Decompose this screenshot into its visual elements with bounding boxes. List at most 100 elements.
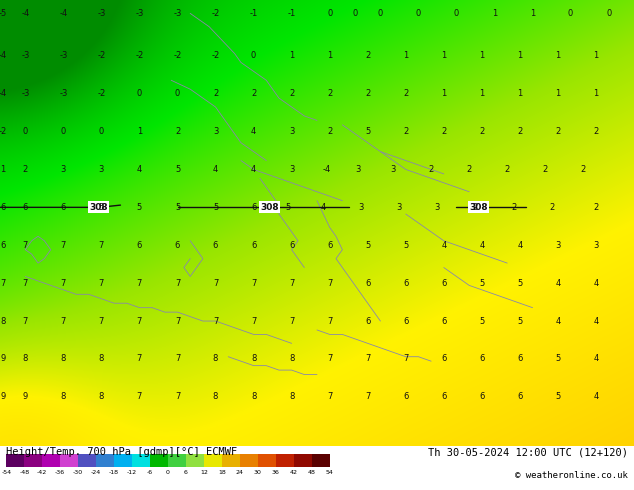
Text: -54: -54 (1, 470, 11, 475)
Text: -3: -3 (21, 51, 30, 60)
Text: 4: 4 (593, 279, 598, 288)
Text: 0: 0 (416, 9, 421, 18)
Bar (132, 454, 150, 467)
Text: 4: 4 (555, 317, 560, 325)
Text: 7: 7 (137, 392, 142, 401)
Text: 2: 2 (365, 51, 370, 60)
Text: 1: 1 (492, 9, 497, 18)
Text: 4: 4 (321, 203, 326, 212)
Text: 308: 308 (260, 203, 279, 212)
Text: -4: -4 (0, 51, 8, 60)
Text: Height/Temp. 700 hPa [gdmp][°C] ECMWF: Height/Temp. 700 hPa [gdmp][°C] ECMWF (6, 447, 238, 457)
Text: 2: 2 (365, 89, 370, 98)
Text: 6: 6 (327, 241, 332, 250)
Text: 2: 2 (403, 127, 408, 136)
Text: 12: 12 (200, 470, 208, 475)
Text: 308: 308 (89, 203, 108, 212)
Text: 1: 1 (555, 51, 560, 60)
Text: Th 30-05-2024 12:00 UTC (12+120): Th 30-05-2024 12:00 UTC (12+120) (428, 447, 628, 457)
Text: 7: 7 (365, 354, 370, 364)
Text: 7: 7 (61, 317, 66, 325)
Text: 5: 5 (286, 203, 291, 212)
Text: 7: 7 (61, 241, 66, 250)
Text: 8: 8 (213, 392, 218, 401)
Text: 6: 6 (403, 279, 408, 288)
Text: 1: 1 (441, 51, 446, 60)
Text: 7: 7 (137, 279, 142, 288)
Text: 5: 5 (555, 392, 560, 401)
Text: 6: 6 (23, 203, 28, 212)
Text: -3: -3 (59, 89, 68, 98)
Text: 8: 8 (213, 354, 218, 364)
Text: 4: 4 (593, 354, 598, 364)
Text: 8: 8 (289, 392, 294, 401)
Text: -12: -12 (127, 470, 137, 475)
Text: 7: 7 (327, 279, 332, 288)
Text: 48: 48 (307, 470, 316, 475)
Text: -2: -2 (97, 89, 106, 98)
Text: -1: -1 (249, 9, 258, 18)
Text: -1: -1 (287, 9, 296, 18)
Text: 4: 4 (441, 241, 446, 250)
Bar (276, 454, 294, 467)
Text: 3: 3 (359, 203, 364, 212)
Text: 7: 7 (23, 317, 28, 325)
Text: 4: 4 (251, 165, 256, 174)
Text: 5: 5 (175, 165, 180, 174)
Text: 5: 5 (479, 317, 484, 325)
Bar (222, 454, 240, 467)
Text: 54: 54 (326, 470, 333, 475)
Text: 0: 0 (454, 9, 459, 18)
Text: -3: -3 (21, 89, 30, 98)
Text: 1: 1 (517, 51, 522, 60)
Text: 3: 3 (289, 127, 294, 136)
Text: 6: 6 (441, 392, 446, 401)
Text: 1: 1 (403, 51, 408, 60)
Bar (186, 454, 204, 467)
Text: 6: 6 (184, 470, 188, 475)
Text: -36: -36 (55, 470, 65, 475)
Text: -48: -48 (19, 470, 29, 475)
Text: 6: 6 (137, 241, 142, 250)
Bar (6, 454, 24, 467)
Text: 2: 2 (581, 165, 586, 174)
Text: 8: 8 (61, 392, 66, 401)
Text: 6: 6 (213, 241, 218, 250)
Text: 4: 4 (517, 241, 522, 250)
Text: 5: 5 (403, 241, 408, 250)
Text: 0: 0 (606, 9, 611, 18)
Text: 4: 4 (251, 127, 256, 136)
Text: 8: 8 (61, 354, 66, 364)
Text: 7: 7 (99, 241, 104, 250)
Bar (258, 454, 276, 467)
Text: 7: 7 (1, 279, 6, 288)
Text: 2: 2 (327, 89, 332, 98)
Text: 7: 7 (23, 279, 28, 288)
Text: 7: 7 (99, 317, 104, 325)
Text: 9: 9 (1, 354, 6, 364)
Text: 1: 1 (530, 9, 535, 18)
Text: 3: 3 (555, 241, 560, 250)
Text: 8: 8 (251, 354, 256, 364)
Text: 6: 6 (365, 279, 370, 288)
Text: 0: 0 (353, 9, 358, 18)
Text: 4: 4 (555, 279, 560, 288)
Text: 6: 6 (1, 241, 6, 250)
Text: 7: 7 (213, 279, 218, 288)
Text: 1: 1 (327, 51, 332, 60)
Text: 7: 7 (175, 279, 180, 288)
Text: 7: 7 (61, 279, 66, 288)
Bar (168, 454, 186, 467)
Text: 6: 6 (365, 317, 370, 325)
Text: -3: -3 (135, 9, 144, 18)
Text: 2: 2 (403, 89, 408, 98)
Text: 7: 7 (403, 354, 408, 364)
Text: 5: 5 (137, 203, 142, 212)
Text: 1: 1 (441, 89, 446, 98)
Text: -3: -3 (97, 9, 106, 18)
Text: 6: 6 (175, 241, 180, 250)
Text: -5: -5 (0, 9, 8, 18)
Text: 7: 7 (23, 241, 28, 250)
Text: 6: 6 (441, 279, 446, 288)
Text: 8: 8 (251, 392, 256, 401)
